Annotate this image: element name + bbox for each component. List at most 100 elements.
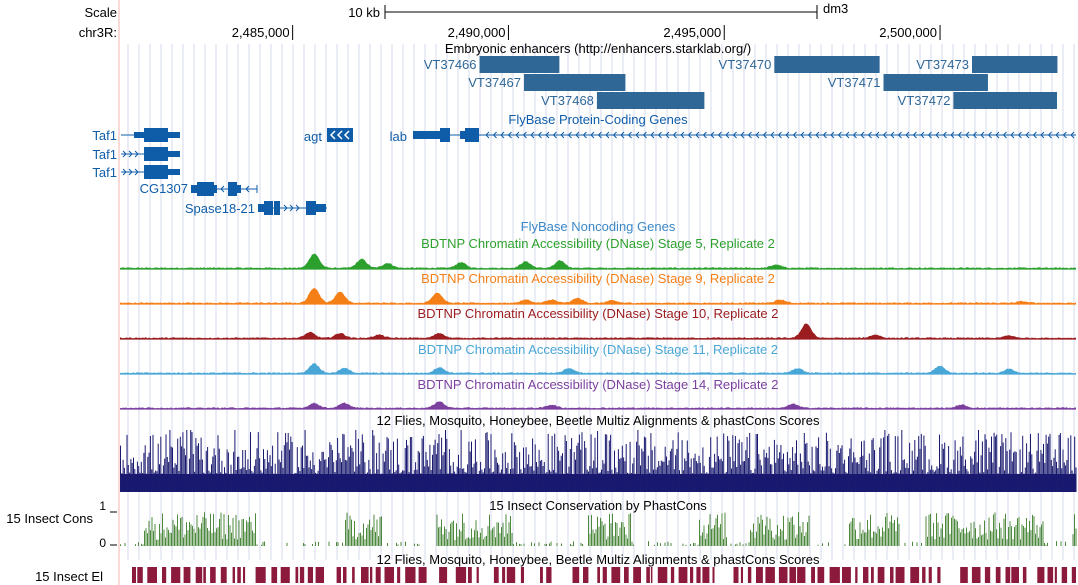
multiz-bar [378,442,380,492]
phastcons-bar [454,540,456,546]
phastcons-bar [1008,527,1009,546]
strand-arrow [295,204,300,212]
multiz-bar [681,440,683,492]
enhancer-track[interactable]: Embryonic enhancers (http://enhancers.st… [424,41,1058,109]
conserved-element [597,567,600,583]
phastcons-bar [781,530,783,546]
dnase-track-2[interactable]: BDTNP Chromatin Accessibility (DNase) St… [120,271,1076,305]
multiz-bar [1010,432,1012,492]
multiz-bar [195,438,197,492]
dnase-tracks[interactable]: BDTNP Chromatin Accessibility (DNase) St… [120,236,1076,410]
phastcons-bar [1039,527,1041,546]
multiz-bar [307,455,309,492]
phastcons-bar [493,526,495,546]
phastcons-bar [1027,532,1029,546]
phastcons-bar [945,515,946,546]
multiz-bar [1014,451,1016,492]
multiz-bar [268,462,270,492]
multiz-bar [900,470,901,492]
multiz-bar [292,474,294,492]
phastcons-bar [156,539,157,546]
multiz-bar [732,435,734,492]
multiz-bar [1023,473,1025,492]
multiz-bar [138,466,140,492]
noncoding-genes-track[interactable]: FlyBase Noncoding Genes [521,219,676,234]
dnase-track-4[interactable]: BDTNP Chromatin Accessibility (DNase) St… [120,342,1076,375]
phastcons-bar [168,529,169,546]
phastcons-bar [795,537,796,546]
dnase-track-5[interactable]: BDTNP Chromatin Accessibility (DNase) St… [120,377,1076,410]
multiz-bar [484,468,485,492]
phastcons-bar [612,513,613,546]
phastcons-bar [1021,524,1023,546]
multiz-bar [389,469,391,492]
strand-arrow [980,131,985,139]
multiz-bar [901,430,903,492]
strand-arrow [785,131,790,139]
multiz-bar [935,470,937,492]
phastcons-bar [817,544,819,546]
conserved-element [583,567,589,583]
phastcons-bar [871,537,873,546]
multiz-bar [1037,433,1039,492]
phastcons-bar [751,532,753,546]
phastcons-bar [648,541,649,546]
conserved-element [1005,567,1011,583]
gene-label-agt: agt [304,129,322,144]
multiz-bar [689,467,691,492]
multiz-bar [412,473,414,492]
conserved-element [863,567,869,583]
phastcons-bar [606,539,607,546]
ruler-track[interactable]: Scale chr3R: 10 kb dm3 2,485,000 2,490,00… [79,1,941,40]
multiz-bar [390,450,392,492]
phastcons-bar [706,533,708,546]
multiz-bar [1011,461,1013,492]
multiz-bar [676,448,678,492]
conserved-elements-track[interactable]: 12 Flies, Mosquito, Honeybee, Beetle Mul… [35,552,1076,584]
conserved-element [797,567,806,583]
conserved-element [817,567,825,583]
multiz-bar [148,452,150,492]
phastcons-bar [783,515,784,546]
multiz-bar [693,458,695,492]
multiz-bar [949,472,951,492]
enhancer-block [883,74,988,91]
phastcons-bar [868,529,870,546]
dnase-track-title: BDTNP Chromatin Accessibility (DNase) St… [417,377,778,392]
multiz-bar [922,469,924,492]
multiz-bar [155,470,157,492]
multiz-bar [746,436,748,492]
multiz-bar [1007,473,1009,492]
phastcons-bar [238,520,240,546]
dnase-track-1[interactable]: BDTNP Chromatin Accessibility (DNase) St… [120,236,1076,270]
strand-arrow [122,168,127,176]
phastcons-track[interactable]: 15 Insect Conservation by PhastCons 15 I… [6,498,1077,550]
multiz-bar [768,446,770,492]
multiz-bar [1043,443,1044,492]
phastcons-bar [712,528,714,546]
multiz-bar [445,430,446,492]
phastcons-bar [240,537,241,546]
multiz-bar [315,472,316,492]
conserved-element [237,567,241,583]
conserved-element [183,567,191,583]
multiz-bar [1017,473,1018,492]
protein-coding-genes-track[interactable]: FlyBase Protein-Coding Genes Taf1 Taf1 Taf… [92,112,1076,216]
multiz-bar [1028,451,1030,492]
phastcons-bar [894,520,895,546]
phastcons-bar [400,541,402,546]
gene-label-taf1: Taf1 [92,165,117,180]
gene-exon [306,201,316,215]
multiz-bar [946,467,948,492]
dnase-track-3[interactable]: BDTNP Chromatin Accessibility (DNase) St… [120,306,1076,340]
phastcons-bar [865,532,867,546]
conserved-element [670,567,675,583]
multiz-track[interactable]: 12 Flies, Mosquito, Honeybee, Beetle Mul… [120,413,1077,492]
phastcons-bar [489,514,490,546]
phastcons-bar [958,528,960,546]
multiz-bar [191,432,193,492]
multiz-bar [751,473,753,492]
conserved-element [147,567,157,583]
gene-exon [264,201,273,215]
